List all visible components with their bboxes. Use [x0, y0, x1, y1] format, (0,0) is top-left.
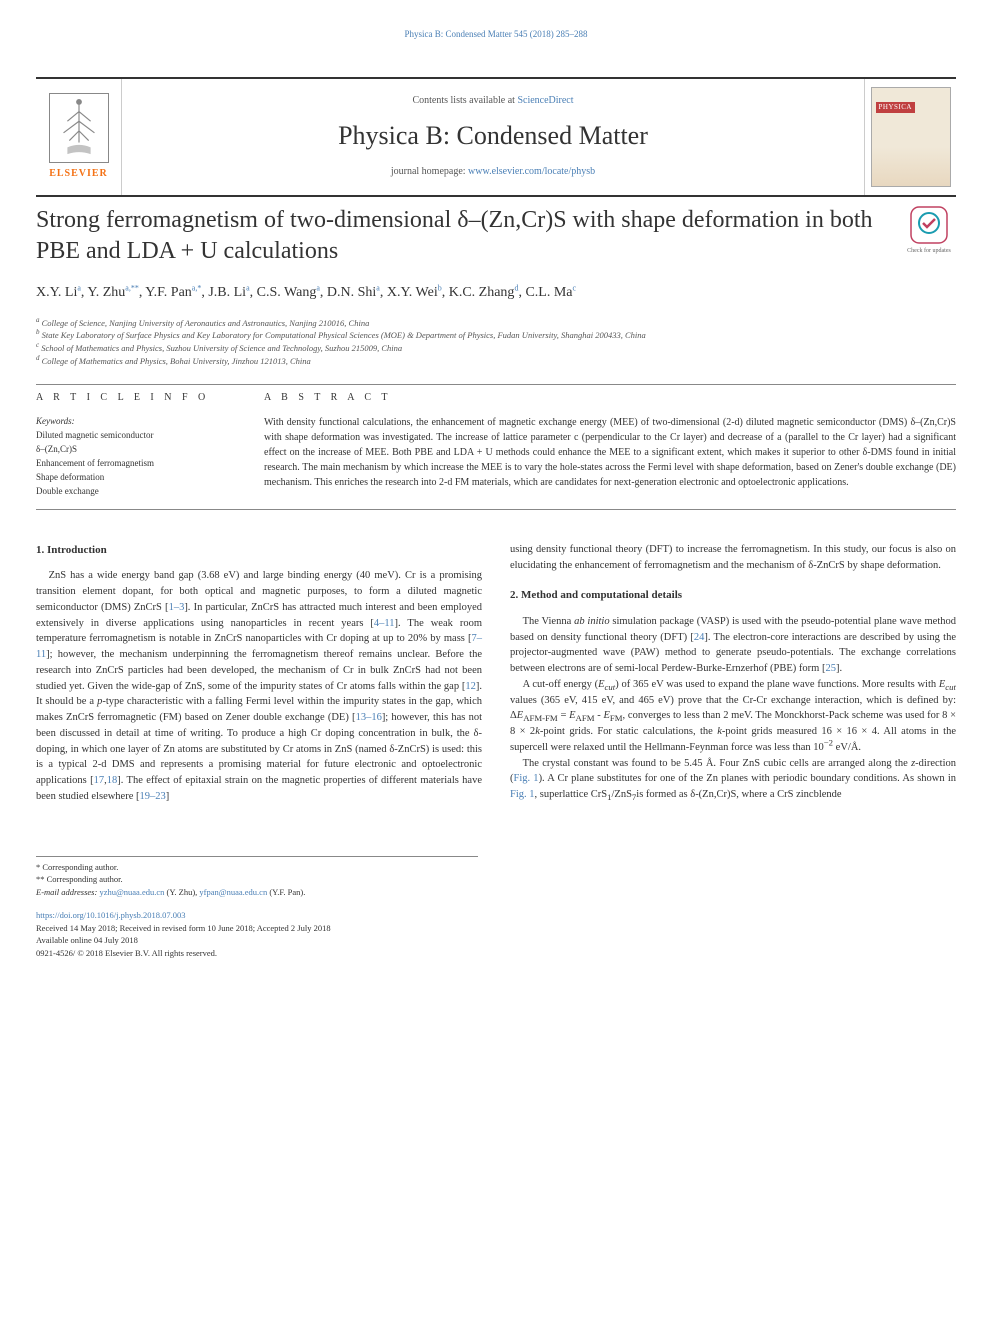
- homepage-link[interactable]: www.elsevier.com/locate/physb: [468, 166, 595, 177]
- check-for-updates-badge[interactable]: Check for updates: [902, 205, 956, 255]
- doi-link[interactable]: https://doi.org/10.1016/j.physb.2018.07.…: [36, 910, 186, 920]
- contents-prefix: Contents lists available at: [412, 95, 517, 106]
- crossmark-icon: [909, 205, 949, 245]
- methods-paragraph-2: A cut-off energy (Ecut) of 365 eV was us…: [510, 677, 956, 756]
- cover-physica-badge: PHYSICA: [876, 102, 915, 114]
- available-online: Available online 04 July 2018: [36, 934, 956, 947]
- affiliation: b State Key Laboratory of Surface Physic…: [36, 329, 956, 342]
- abstract-column: A B S T R A C T With density functional …: [264, 391, 956, 499]
- journal-reference: Physica B: Condensed Matter 545 (2018) 2…: [36, 28, 956, 41]
- keywords-list: Diluted magnetic semiconductor δ–(Zn,Cr)…: [36, 429, 236, 499]
- corresponding-author-1: * Corresponding author.: [36, 861, 478, 874]
- journal-header-band: ELSEVIER Contents lists available at Sci…: [36, 77, 956, 197]
- copyright-line: 0921-4526/ © 2018 Elsevier B.V. All righ…: [36, 947, 956, 960]
- homepage-line: journal homepage: www.elsevier.com/locat…: [122, 165, 864, 179]
- article-info-column: A R T I C L E I N F O Keywords: Diluted …: [36, 391, 236, 499]
- article-info-label: A R T I C L E I N F O: [36, 391, 236, 405]
- affiliations-block: a College of Science, Nanjing University…: [36, 317, 956, 368]
- keyword: Diluted magnetic semiconductor: [36, 429, 236, 443]
- methods-paragraph-1: The Vienna ab initio simulation package …: [510, 614, 956, 677]
- email-label: E-mail addresses:: [36, 887, 97, 897]
- abstract-label: A B S T R A C T: [264, 391, 956, 405]
- footnotes-block: * Corresponding author. ** Corresponding…: [36, 856, 478, 899]
- cover-image: PHYSICA: [871, 87, 951, 187]
- keyword: Enhancement of ferromagnetism: [36, 457, 236, 471]
- section-heading-methods: 2. Method and computational details: [510, 587, 956, 604]
- elsevier-tree-icon: [49, 93, 109, 163]
- check-updates-label: Check for updates: [902, 247, 956, 255]
- affiliation: a College of Science, Nanjing University…: [36, 317, 956, 330]
- journal-cover-thumbnail: PHYSICA: [864, 79, 956, 195]
- journal-name: Physica B: Condensed Matter: [122, 118, 864, 154]
- received-dates: Received 14 May 2018; Received in revise…: [36, 922, 956, 935]
- email-link-1[interactable]: yzhu@nuaa.edu.cn: [99, 887, 164, 897]
- keyword: Shape deformation: [36, 471, 236, 485]
- email-paren-1: (Y. Zhu),: [167, 887, 198, 897]
- authors-line: X.Y. Lia, Y. Zhua,**, Y.F. Pana,*, J.B. …: [36, 283, 956, 303]
- keyword: δ–(Zn,Cr)S: [36, 443, 236, 457]
- section-heading-introduction: 1. Introduction: [36, 542, 482, 559]
- keywords-label: Keywords:: [36, 415, 236, 428]
- keyword: Double exchange: [36, 485, 236, 499]
- intro-paragraph-1-continued: using density functional theory (DFT) to…: [510, 542, 956, 574]
- email-paren-2: (Y.F. Pan).: [269, 887, 305, 897]
- article-title: Strong ferromagnetism of two-dimensional…: [36, 205, 878, 267]
- affiliation: d College of Mathematics and Physics, Bo…: [36, 355, 956, 368]
- affiliation: c School of Mathematics and Physics, Suz…: [36, 342, 956, 355]
- homepage-prefix: journal homepage:: [391, 166, 468, 177]
- methods-paragraph-3: The crystal constant was found to be 5.4…: [510, 756, 956, 803]
- intro-paragraph-1: ZnS has a wide energy band gap (3.68 eV)…: [36, 568, 482, 804]
- corresponding-author-2: ** Corresponding author.: [36, 873, 478, 886]
- contents-available-line: Contents lists available at ScienceDirec…: [122, 94, 864, 108]
- divider: [36, 384, 956, 385]
- email-line: E-mail addresses: yzhu@nuaa.edu.cn (Y. Z…: [36, 886, 478, 899]
- body-two-column: 1. Introduction ZnS has a wide energy ba…: [36, 542, 956, 816]
- elsevier-wordmark: ELSEVIER: [49, 167, 108, 181]
- divider: [36, 509, 956, 510]
- sciencedirect-link[interactable]: ScienceDirect: [517, 95, 573, 106]
- header-center: Contents lists available at ScienceDirec…: [122, 79, 864, 195]
- doi-block: https://doi.org/10.1016/j.physb.2018.07.…: [36, 909, 956, 960]
- elsevier-logo: ELSEVIER: [36, 79, 122, 195]
- abstract-text: With density functional calculations, th…: [264, 415, 956, 490]
- email-link-2[interactable]: yfpan@nuaa.edu.cn: [199, 887, 267, 897]
